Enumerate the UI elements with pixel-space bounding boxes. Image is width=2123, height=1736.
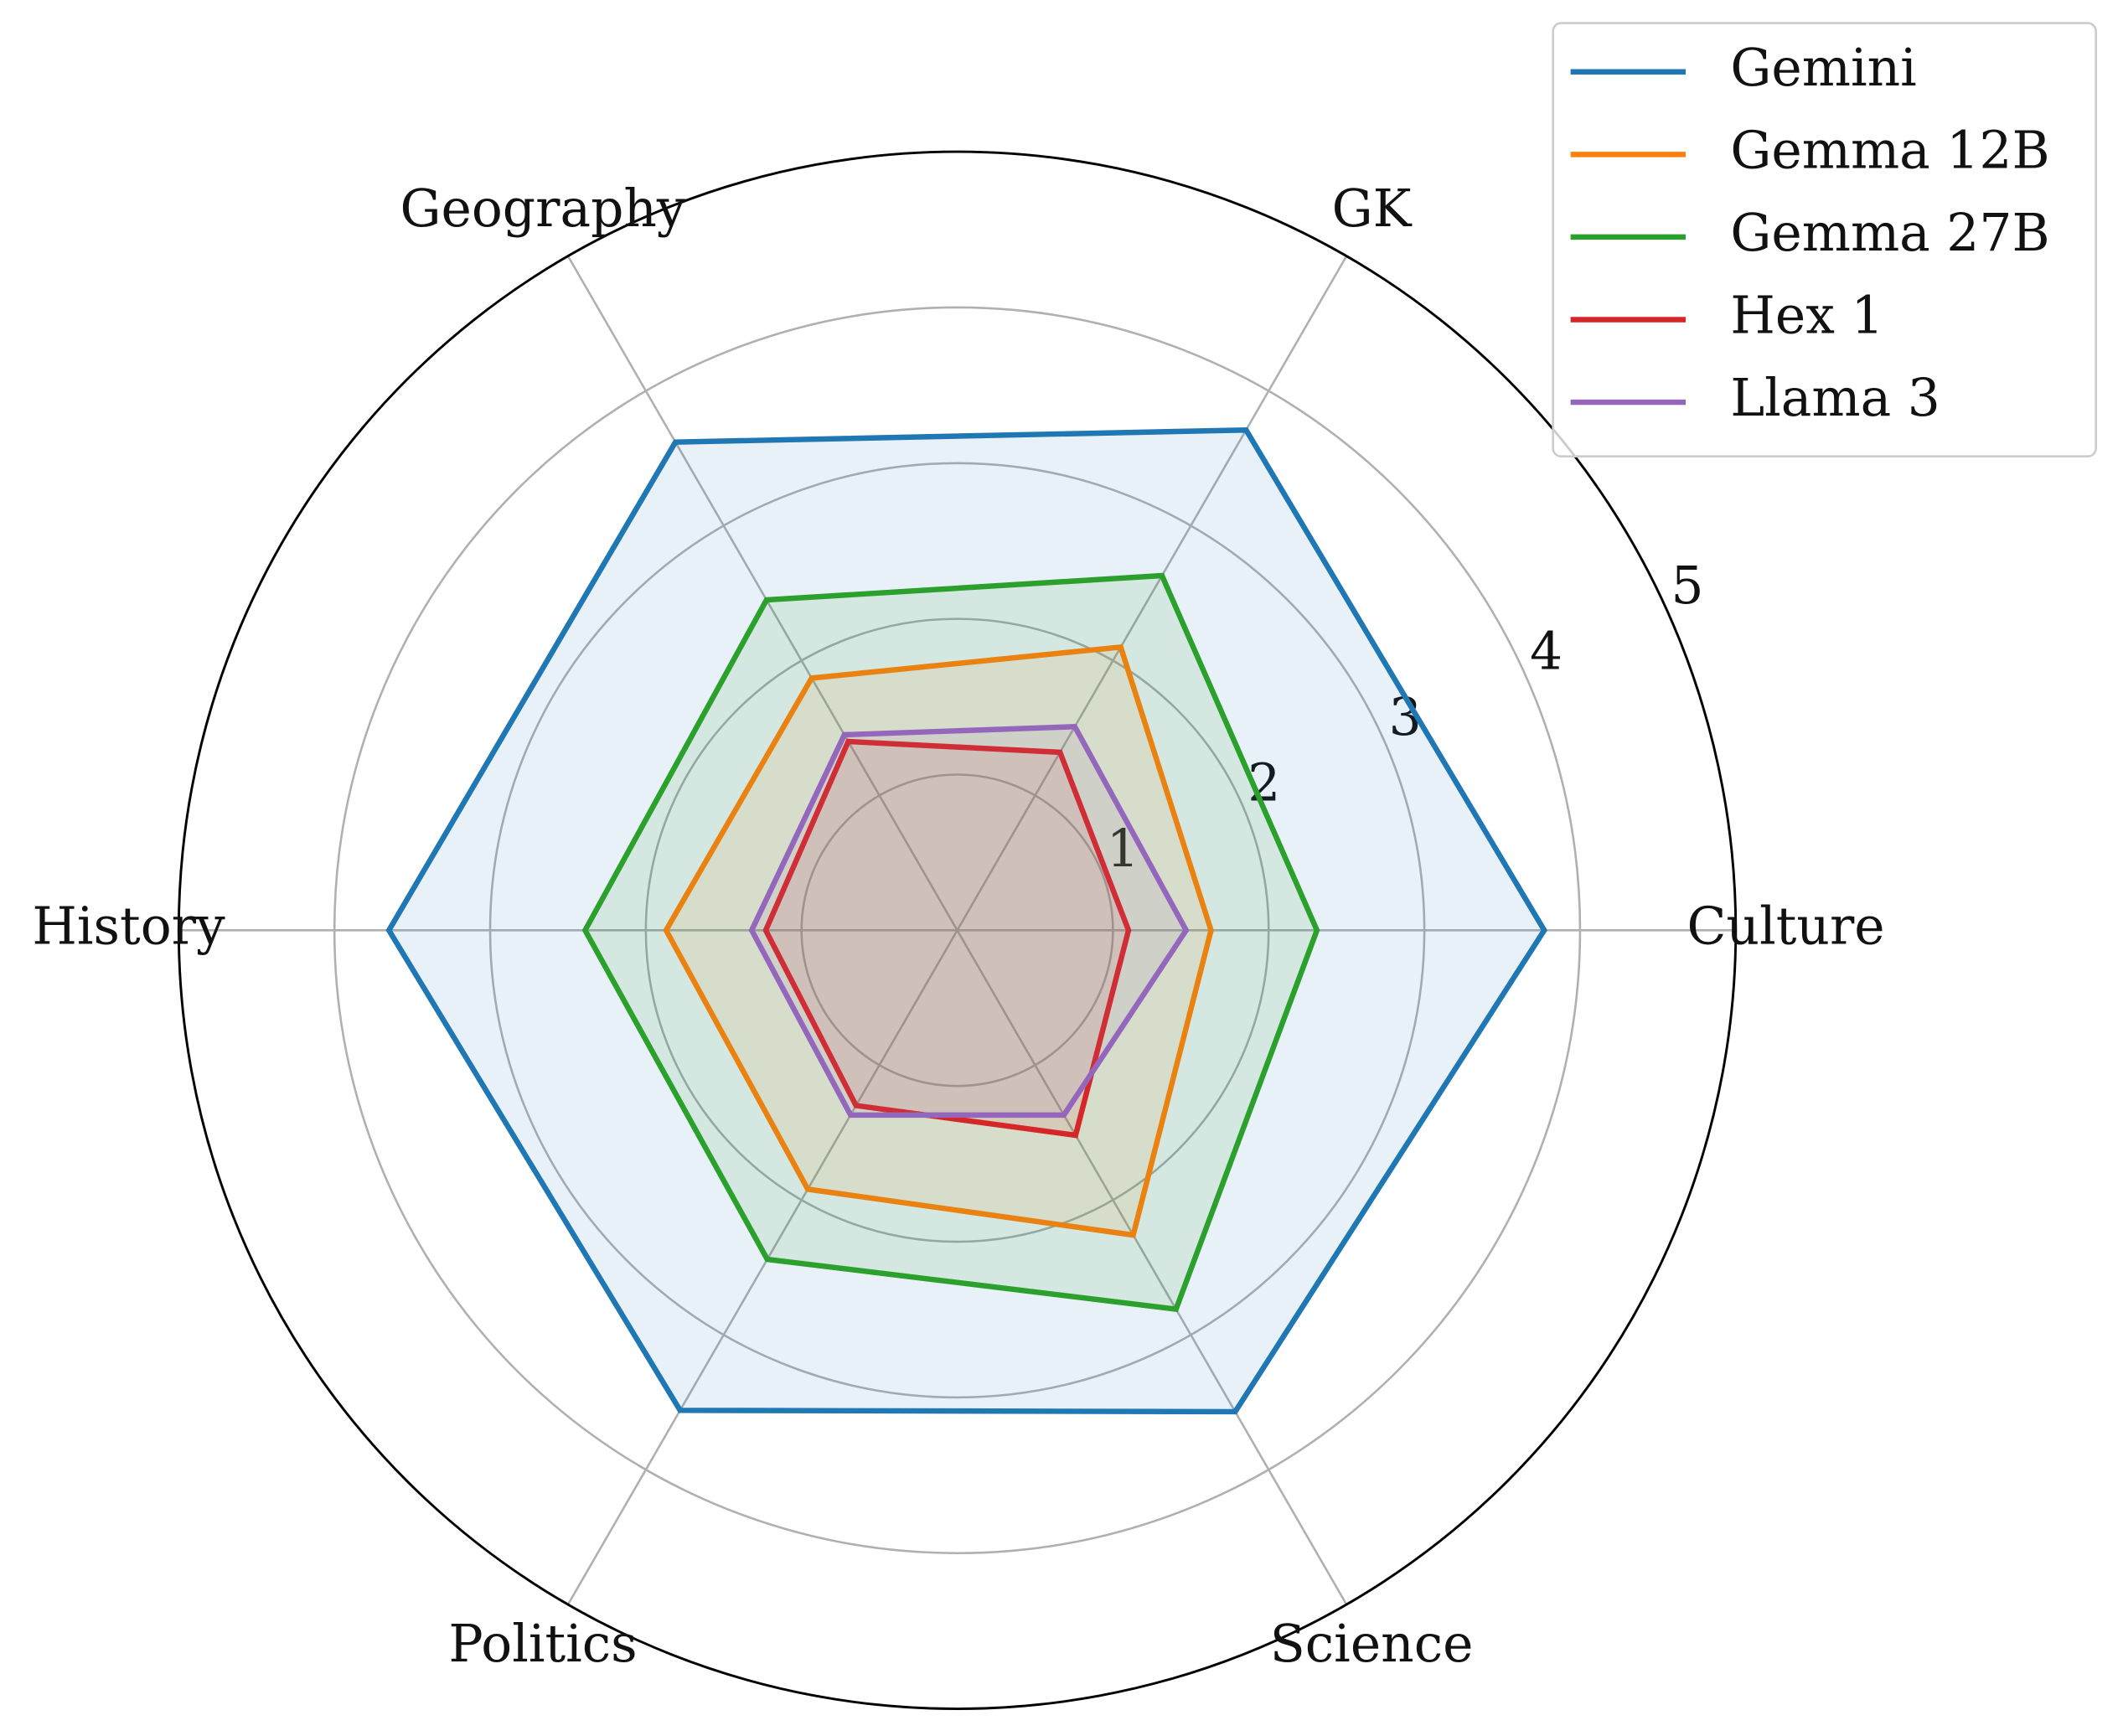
series-area [389, 430, 1545, 1412]
spoke [566, 929, 958, 1605]
category-label: GK [1332, 179, 1413, 239]
category-label: Geography [400, 179, 685, 239]
legend-frame [1552, 22, 2097, 458]
spoke [956, 255, 1348, 931]
legend-label: Gemini [1730, 39, 1916, 98]
series-area [752, 726, 1186, 1115]
category-label: Culture [1687, 896, 1885, 956]
series-line [385, 426, 1548, 1415]
legend-label: Gemma 27B [1730, 204, 2049, 263]
series-line [748, 723, 1190, 1119]
series-line [581, 572, 1320, 1313]
category-label: Science [1270, 1615, 1474, 1674]
category-label: Politics [448, 1615, 637, 1674]
legend-label: Llama 3 [1730, 369, 1940, 428]
spoke [956, 929, 1348, 1605]
series-area [585, 576, 1317, 1310]
spoke [566, 255, 958, 931]
category-label: History [32, 896, 225, 956]
r-tick-label: 5 [1671, 556, 1703, 616]
series-line [663, 643, 1214, 1238]
series-line [762, 738, 1132, 1139]
legend-label: Hex 1 [1730, 287, 1883, 346]
legend: Gemini Gemma 12B Gemma 27B Hex 1 Llama 3 [1552, 22, 2097, 458]
legend-label: Gemma 12B [1730, 121, 2049, 180]
outer-frame [177, 150, 1738, 1711]
series-area [765, 741, 1129, 1135]
r-tick-label: 4 [1530, 623, 1563, 682]
